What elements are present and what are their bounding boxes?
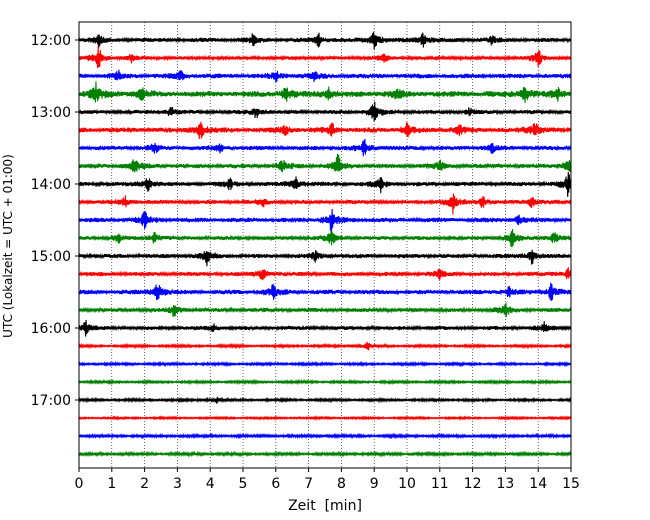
trace-1700 — [78, 396, 572, 404]
y-tick-label: 15:00 — [31, 249, 71, 265]
y-tick-label: 17:00 — [31, 393, 71, 409]
trace-1645 — [78, 378, 572, 386]
trace-1630 — [78, 360, 572, 368]
trace-1715 — [78, 415, 572, 421]
trace-1300 — [78, 101, 572, 122]
x-tick-label: 2 — [140, 476, 149, 492]
x-tick-label: 14 — [529, 476, 547, 492]
trace-1245 — [78, 81, 572, 103]
trace-1415 — [78, 193, 572, 215]
y-axis: 12:00 13:00 14:00 15:00 16:00 17:00 — [31, 33, 79, 409]
y-tick-label: 16:00 — [31, 321, 71, 337]
seismogram-traces — [78, 31, 572, 458]
trace-1530 — [78, 282, 572, 301]
trace-1730 — [78, 432, 572, 440]
trace-1345 — [78, 153, 572, 173]
trace-1445 — [78, 228, 572, 248]
trace-1615 — [78, 341, 572, 351]
x-tick-label: 11 — [431, 476, 449, 492]
x-tick-label: 5 — [239, 476, 248, 492]
trace-1315 — [78, 121, 572, 140]
x-tick-label: 9 — [370, 476, 379, 492]
y-tick-label: 13:00 — [31, 105, 71, 121]
plot-frame — [78, 21, 572, 469]
x-tick-label: 3 — [173, 476, 182, 492]
trace-1230 — [78, 69, 572, 83]
x-tick-label: 6 — [271, 476, 280, 492]
y-tick-label: 14:00 — [31, 177, 71, 193]
x-tick-label: 10 — [398, 476, 416, 492]
trace-1545 — [78, 302, 572, 317]
trace-1200 — [78, 31, 572, 50]
y-axis-label: UTC (Lokalzeit = UTC + 01:00) — [1, 154, 15, 338]
x-axis: 0 1 2 3 4 5 6 7 8 9 10 11 12 13 14 15 — [75, 468, 580, 492]
x-tick-label: 13 — [496, 476, 514, 492]
trace-1430 — [78, 209, 572, 233]
x-axis-label: Zeit [min] — [288, 498, 362, 514]
x-tick-label: 0 — [75, 476, 84, 492]
trace-1500 — [78, 249, 572, 267]
x-gridlines — [111, 22, 539, 468]
trace-1745 — [78, 450, 572, 458]
x-tick-label: 15 — [562, 476, 580, 492]
x-tick-label: 7 — [304, 476, 313, 492]
trace-1515 — [78, 267, 572, 281]
trace-1215 — [78, 46, 572, 69]
x-tick-label: 1 — [107, 476, 116, 492]
trace-1600 — [78, 319, 572, 337]
trace-1330 — [78, 138, 572, 157]
x-tick-label: 12 — [464, 476, 482, 492]
x-tick-label: 4 — [206, 476, 215, 492]
x-tick-label: 8 — [337, 476, 346, 492]
trace-1400 — [78, 172, 572, 197]
y-tick-label: 12:00 — [31, 33, 71, 49]
